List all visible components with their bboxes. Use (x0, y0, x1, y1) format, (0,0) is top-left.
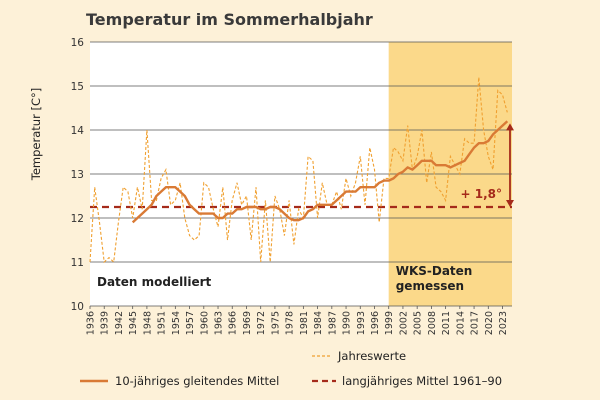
x-tick-label: 1999 (384, 311, 395, 335)
annual-values-line (89, 77, 508, 264)
x-tick-label: 2023 (498, 311, 509, 335)
x-tick-label: 1972 (256, 311, 267, 335)
legend-annual-label: Jahreswerte (337, 349, 406, 363)
x-tick-label: 1966 (228, 311, 239, 335)
legend-rolling-label: 10-jähriges gleitendes Mittel (115, 374, 279, 388)
x-tick-label: 1948 (142, 311, 153, 335)
x-tick-label: 1990 (342, 311, 353, 335)
x-tick-label: 2014 (455, 311, 466, 335)
x-tick-label: 1987 (327, 311, 338, 335)
x-tick-label: 1951 (157, 311, 168, 335)
y-tick-label: 10 (71, 301, 84, 313)
x-tick-label: 1969 (242, 311, 253, 335)
x-tick-label: 1975 (270, 311, 281, 335)
measured-region-label-line1: WKS-Daten (396, 264, 473, 278)
x-tick-label: 1993 (356, 311, 367, 335)
y-tick-label: 14 (71, 125, 85, 137)
y-tick-label: 12 (71, 213, 84, 225)
x-tick-label: 1936 (86, 311, 97, 335)
y-axis-label: Temperatur [C°] (29, 88, 43, 181)
y-tick-label: 13 (71, 169, 84, 181)
x-tick-label: 1996 (370, 311, 381, 335)
x-tick-label: 1942 (114, 311, 125, 335)
x-tick-label: 1957 (185, 311, 196, 335)
modelled-region-label: Daten modelliert (97, 275, 212, 289)
y-tick-label: 15 (71, 81, 84, 93)
y-tick-label: 11 (71, 257, 84, 269)
measured-region-label-line2: gemessen (396, 279, 464, 293)
x-tick-label: 1960 (199, 311, 210, 335)
x-tick-label: 1984 (313, 311, 324, 335)
difference-label: + 1,8° (461, 187, 503, 201)
difference-arrow-head-up (506, 123, 514, 131)
legend-baseline-label: langjähriges Mittel 1961–90 (342, 374, 502, 388)
x-tick-label: 2017 (470, 311, 481, 335)
chart-title: Temperatur im Sommerhalbjahr (86, 10, 373, 29)
x-tick-label: 2011 (441, 311, 452, 335)
x-tick-label: 1954 (171, 311, 182, 335)
x-tick-label: 1978 (285, 311, 296, 335)
x-tick-label: 1945 (128, 311, 139, 335)
x-tick-label: 2005 (413, 311, 424, 335)
rolling-mean-line (131, 120, 509, 224)
y-tick-label: 16 (71, 37, 85, 49)
x-tick-label: 2002 (398, 311, 409, 335)
x-tick-label: 1963 (214, 311, 225, 335)
x-tick-label: 2020 (484, 311, 495, 335)
x-tick-label: 1939 (100, 311, 111, 335)
difference-arrow-head-down (506, 200, 514, 207)
x-tick-label: 2008 (427, 311, 438, 335)
x-tick-label: 1981 (299, 311, 310, 335)
